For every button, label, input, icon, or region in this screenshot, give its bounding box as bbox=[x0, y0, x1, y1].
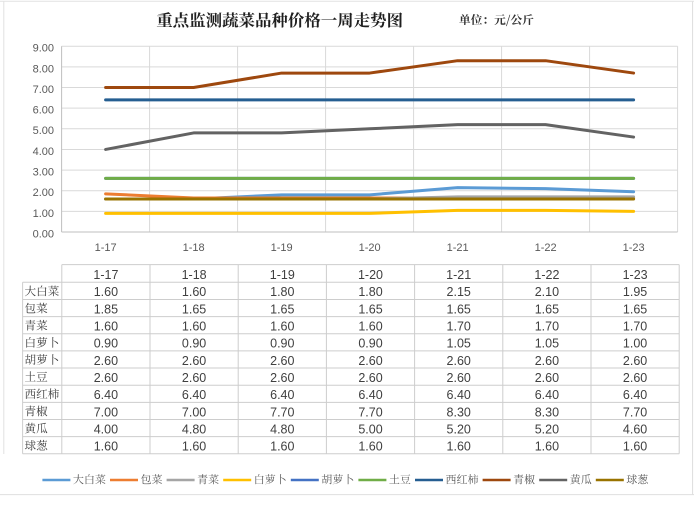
svg-text:2.60: 2.60 bbox=[94, 354, 118, 368]
svg-text:2.10: 2.10 bbox=[535, 285, 559, 299]
svg-text:1-18: 1-18 bbox=[182, 268, 207, 282]
svg-text:2.00: 2.00 bbox=[33, 187, 54, 199]
svg-text:7.70: 7.70 bbox=[623, 405, 647, 419]
svg-text:0.90: 0.90 bbox=[94, 337, 118, 351]
svg-text:1-22: 1-22 bbox=[534, 268, 559, 282]
svg-text:1.60: 1.60 bbox=[623, 440, 647, 454]
svg-text:1.65: 1.65 bbox=[623, 302, 647, 316]
svg-text:6.40: 6.40 bbox=[535, 388, 559, 402]
svg-text:6.40: 6.40 bbox=[447, 388, 471, 402]
svg-text:1.65: 1.65 bbox=[182, 302, 206, 316]
svg-text:8.00: 8.00 bbox=[33, 63, 54, 75]
svg-text:1.65: 1.65 bbox=[270, 302, 294, 316]
svg-text:2.60: 2.60 bbox=[270, 371, 294, 385]
svg-text:1.70: 1.70 bbox=[535, 320, 559, 334]
svg-text:1-19: 1-19 bbox=[270, 268, 295, 282]
svg-text:6.40: 6.40 bbox=[94, 388, 118, 402]
svg-text:8.30: 8.30 bbox=[535, 405, 559, 419]
svg-text:9.00: 9.00 bbox=[33, 43, 54, 55]
svg-text:1-17: 1-17 bbox=[95, 242, 117, 254]
svg-text:6.40: 6.40 bbox=[358, 388, 382, 402]
svg-text:0.00: 0.00 bbox=[33, 228, 54, 240]
svg-text:1.05: 1.05 bbox=[535, 337, 559, 351]
svg-text:1-21: 1-21 bbox=[446, 268, 471, 282]
svg-text:6.40: 6.40 bbox=[623, 388, 647, 402]
svg-text:6.40: 6.40 bbox=[182, 388, 206, 402]
svg-text:7.00: 7.00 bbox=[182, 405, 206, 419]
svg-text:1.85: 1.85 bbox=[94, 302, 118, 316]
svg-text:1.60: 1.60 bbox=[94, 285, 118, 299]
svg-text:1.65: 1.65 bbox=[358, 302, 382, 316]
svg-text:1.00: 1.00 bbox=[33, 208, 54, 220]
svg-text:2.60: 2.60 bbox=[270, 354, 294, 368]
svg-text:1.60: 1.60 bbox=[182, 285, 206, 299]
svg-text:1-23: 1-23 bbox=[623, 268, 648, 282]
svg-text:1.80: 1.80 bbox=[270, 285, 294, 299]
svg-text:2.60: 2.60 bbox=[447, 371, 471, 385]
svg-text:5.00: 5.00 bbox=[358, 422, 382, 436]
svg-text:1.60: 1.60 bbox=[358, 320, 382, 334]
svg-text:7.70: 7.70 bbox=[358, 405, 382, 419]
svg-text:1.80: 1.80 bbox=[358, 285, 382, 299]
svg-text:2.60: 2.60 bbox=[182, 354, 206, 368]
svg-text:1.60: 1.60 bbox=[94, 440, 118, 454]
svg-text:6.00: 6.00 bbox=[33, 105, 54, 117]
svg-text:2.60: 2.60 bbox=[535, 371, 559, 385]
svg-text:8.30: 8.30 bbox=[447, 405, 471, 419]
svg-text:1.60: 1.60 bbox=[535, 440, 559, 454]
svg-text:1-17: 1-17 bbox=[93, 268, 118, 282]
svg-text:4.00: 4.00 bbox=[94, 422, 118, 436]
svg-text:1.60: 1.60 bbox=[182, 320, 206, 334]
svg-text:4.00: 4.00 bbox=[33, 146, 54, 158]
svg-text:1-20: 1-20 bbox=[359, 242, 381, 254]
svg-text:1.65: 1.65 bbox=[535, 302, 559, 316]
svg-text:0.90: 0.90 bbox=[358, 337, 382, 351]
svg-text:3.00: 3.00 bbox=[33, 167, 54, 179]
svg-text:1-18: 1-18 bbox=[183, 242, 205, 254]
svg-text:7.00: 7.00 bbox=[94, 405, 118, 419]
svg-text:1.60: 1.60 bbox=[447, 440, 471, 454]
svg-text:1-23: 1-23 bbox=[623, 242, 645, 254]
svg-text:4.80: 4.80 bbox=[182, 422, 206, 436]
svg-text:1.05: 1.05 bbox=[447, 337, 471, 351]
svg-text:2.60: 2.60 bbox=[182, 371, 206, 385]
svg-text:5.00: 5.00 bbox=[33, 125, 54, 137]
svg-text:2.60: 2.60 bbox=[358, 371, 382, 385]
svg-text:2.60: 2.60 bbox=[94, 371, 118, 385]
svg-text:5.20: 5.20 bbox=[447, 422, 471, 436]
svg-text:1.60: 1.60 bbox=[270, 320, 294, 334]
svg-text:1-20: 1-20 bbox=[358, 268, 383, 282]
svg-text:0.90: 0.90 bbox=[182, 337, 206, 351]
svg-text:2.60: 2.60 bbox=[623, 371, 647, 385]
svg-text:1.95: 1.95 bbox=[623, 285, 647, 299]
svg-text:1.60: 1.60 bbox=[94, 320, 118, 334]
svg-text:1.60: 1.60 bbox=[270, 440, 294, 454]
svg-text:1.60: 1.60 bbox=[182, 440, 206, 454]
svg-text:1.65: 1.65 bbox=[447, 302, 471, 316]
svg-text:2.60: 2.60 bbox=[535, 354, 559, 368]
svg-text:1.70: 1.70 bbox=[623, 320, 647, 334]
svg-text:1.60: 1.60 bbox=[358, 440, 382, 454]
svg-text:7.70: 7.70 bbox=[270, 405, 294, 419]
svg-text:4.60: 4.60 bbox=[623, 422, 647, 436]
svg-text:1.70: 1.70 bbox=[447, 320, 471, 334]
svg-text:0.90: 0.90 bbox=[270, 337, 294, 351]
svg-text:2.60: 2.60 bbox=[447, 354, 471, 368]
svg-text:1-22: 1-22 bbox=[535, 242, 557, 254]
svg-text:1-19: 1-19 bbox=[271, 242, 293, 254]
svg-text:6.40: 6.40 bbox=[270, 388, 294, 402]
svg-text:2.60: 2.60 bbox=[623, 354, 647, 368]
svg-text:2.60: 2.60 bbox=[358, 354, 382, 368]
svg-text:1-21: 1-21 bbox=[447, 242, 469, 254]
svg-text:7.00: 7.00 bbox=[33, 84, 54, 96]
svg-text:5.20: 5.20 bbox=[535, 422, 559, 436]
svg-text:1.00: 1.00 bbox=[623, 337, 647, 351]
svg-text:4.80: 4.80 bbox=[270, 422, 294, 436]
svg-text:2.15: 2.15 bbox=[447, 285, 471, 299]
